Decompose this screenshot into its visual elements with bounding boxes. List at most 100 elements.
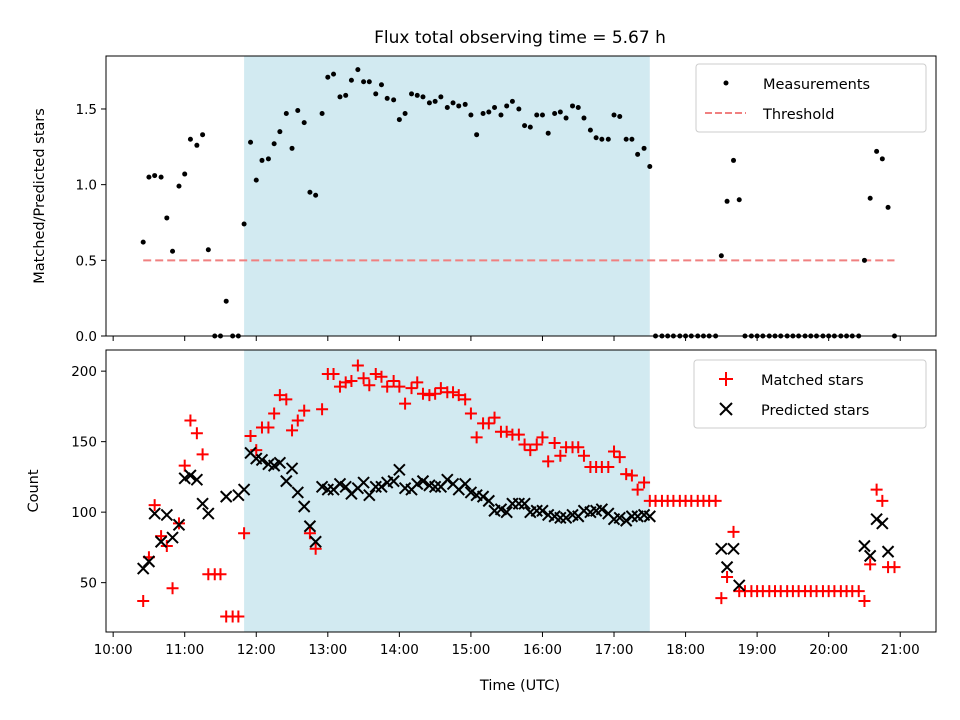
measurement-point xyxy=(498,112,504,118)
measurement-point xyxy=(885,204,891,210)
predicted-star-point xyxy=(297,500,311,513)
matched-star-point xyxy=(375,370,388,383)
matched-star-point xyxy=(548,437,561,450)
y-tick-label: 50 xyxy=(80,576,97,592)
measurement-point xyxy=(378,82,384,88)
bottom-y-ticks: 50 100 150 200 xyxy=(71,364,106,592)
y-tick-label: 1.0 xyxy=(76,178,97,194)
matched-star-point xyxy=(184,414,197,427)
bottom-axes-frame xyxy=(105,349,937,633)
predicted-star-point xyxy=(870,512,883,526)
measurement-point xyxy=(194,142,200,148)
x-tick-label: 11:00 xyxy=(165,642,204,658)
matched-star-point xyxy=(381,380,394,393)
measurement-point xyxy=(140,239,146,245)
matched-star-point xyxy=(309,542,322,555)
measurement-point xyxy=(420,94,426,100)
bottom-legend-box xyxy=(693,359,927,429)
predicted-star-point xyxy=(387,474,400,488)
matched-star-point xyxy=(709,494,722,507)
matched-star-point xyxy=(602,461,615,474)
predicted-star-point xyxy=(280,474,293,488)
matched-star-point xyxy=(363,379,376,392)
matched-star-point xyxy=(405,382,418,395)
matched-star-point xyxy=(470,431,483,444)
matched-star-point xyxy=(727,525,740,538)
matched-star-point xyxy=(339,376,352,389)
predicted-star-point xyxy=(375,480,388,493)
measurement-point xyxy=(432,98,438,104)
measurement-point xyxy=(534,112,540,118)
measurement-point xyxy=(391,97,397,103)
matched-star-point xyxy=(572,441,585,454)
measurement-point xyxy=(164,215,170,221)
legend-predicted-label: Predicted stars xyxy=(761,403,869,419)
measurement-point xyxy=(480,111,486,117)
measurement-point xyxy=(563,115,569,121)
matched-star-point xyxy=(298,404,311,417)
measurement-point xyxy=(731,157,737,163)
matched-star-point xyxy=(262,421,275,434)
predicted-stars-series xyxy=(136,446,895,592)
matched-star-point xyxy=(512,428,525,441)
bottom-legend: Matched stars Predicted stars xyxy=(693,359,927,429)
predicted-star-point xyxy=(536,504,549,517)
measurement-point xyxy=(462,101,468,107)
predicted-star-point xyxy=(219,490,233,503)
matched-star-point xyxy=(518,438,531,451)
predicted-star-point xyxy=(715,542,728,556)
matched-star-point xyxy=(625,469,638,482)
measurement-point xyxy=(718,253,724,259)
predicted-star-point xyxy=(595,503,609,516)
matched-star-point xyxy=(190,427,203,440)
matched-star-point xyxy=(351,359,364,372)
matched-star-point xyxy=(888,561,901,574)
measurement-point xyxy=(325,74,331,80)
matched-star-point xyxy=(286,424,299,437)
measurement-point xyxy=(545,130,551,136)
measurement-point xyxy=(724,198,730,204)
predicted-star-point xyxy=(458,477,472,491)
predicted-star-point xyxy=(512,497,526,510)
matched-star-point xyxy=(232,610,245,623)
top-y-ticks: 0.0 0.5 1.0 1.5 xyxy=(76,102,106,345)
matched-star-point xyxy=(524,444,537,457)
x-tick-label: 21:00 xyxy=(881,642,920,658)
bottom-panel: 50 100 150 200 10:00 11:00 12:00 13:00 14:00 15:… xyxy=(26,349,937,694)
x-tick-label: 10:00 xyxy=(94,642,133,658)
predicted-star-point xyxy=(858,539,871,553)
measurement-point xyxy=(516,106,522,112)
predicted-star-point xyxy=(357,476,370,489)
matched-star-point xyxy=(345,375,358,388)
predicted-star-point xyxy=(190,473,204,486)
measurement-point xyxy=(456,103,462,109)
measurement-point xyxy=(468,112,474,118)
matched-star-point xyxy=(631,483,644,496)
matched-star-point xyxy=(542,455,555,468)
measurement-point xyxy=(337,94,343,100)
x-tick-label: 17:00 xyxy=(595,642,634,658)
predicted-star-point xyxy=(309,535,322,548)
measurement-point xyxy=(295,107,301,113)
measurement-point xyxy=(874,148,880,154)
x-tick-label: 14:00 xyxy=(380,642,419,658)
matched-star-point xyxy=(268,407,281,420)
x-tick-label: 19:00 xyxy=(738,642,777,658)
measurement-point xyxy=(301,120,307,126)
predicted-star-point xyxy=(559,511,573,524)
legend-threshold-label: Threshold xyxy=(762,107,834,123)
measurement-point xyxy=(599,136,605,142)
measurement-point xyxy=(343,92,349,98)
matched-star-point xyxy=(488,411,501,424)
predicted-star-point xyxy=(393,463,406,477)
predicted-star-point xyxy=(184,469,197,482)
matched-star-point xyxy=(447,386,460,399)
measurement-point xyxy=(867,195,873,201)
top-x-ticks xyxy=(112,336,901,341)
predicted-star-point xyxy=(554,511,567,524)
measurement-point xyxy=(170,248,176,254)
measurement-point xyxy=(438,94,444,100)
legend-measurements-marker xyxy=(723,80,729,86)
measurement-point xyxy=(605,136,611,142)
measurement-point xyxy=(283,111,289,117)
